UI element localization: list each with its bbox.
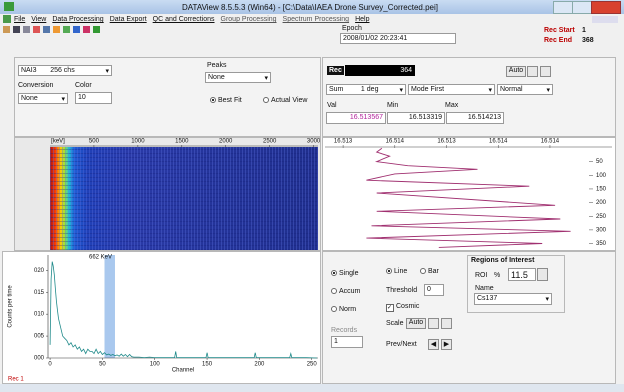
x-tick-label: 50 xyxy=(99,362,106,368)
waterfall-tick-label: 1500 xyxy=(175,139,189,145)
app-window: DATAView 8.5.5.3 (Win64) - [C:\Data\IAEA… xyxy=(0,0,624,392)
waterfall-tick-label: 1000 xyxy=(131,139,145,145)
waterfall-tick-label: 2000 xyxy=(219,139,233,145)
y-tick-label: 100 xyxy=(596,173,607,179)
x-tick-label: 200 xyxy=(254,362,265,368)
y-tick-label: 015 xyxy=(34,290,45,296)
x-tick-label: 16.514 xyxy=(489,139,508,145)
y-tick-label: 200 xyxy=(596,200,607,206)
y-tick-label: 005 xyxy=(34,334,45,340)
x-tick-label: 0 xyxy=(48,362,52,368)
y-tick-label: 150 xyxy=(596,187,607,193)
y-tick-label: 020 xyxy=(34,268,45,274)
y-tick-label: 50 xyxy=(596,159,603,165)
y-tick-label: 000 xyxy=(34,356,45,362)
legend-entry: Rec 1 xyxy=(8,377,24,383)
y-tick-label: 250 xyxy=(596,214,607,220)
roi-band xyxy=(105,255,115,358)
x-tick-label: 16.514 xyxy=(386,139,405,145)
waterfall-tick-label: 2500 xyxy=(263,139,277,145)
roi-label: 662 KeV xyxy=(89,255,112,261)
y-axis-label: Counts per time xyxy=(8,285,14,328)
drift-line xyxy=(366,148,570,247)
waterfall-axis-label: [keV] xyxy=(51,139,65,145)
x-axis-label: Channel xyxy=(172,368,194,374)
x-tick-label: 100 xyxy=(150,362,161,368)
x-tick-label: 16.513 xyxy=(334,139,353,145)
waterfall-tick-label: 3000 xyxy=(307,139,321,145)
x-tick-label: 150 xyxy=(202,362,213,368)
waterfall-tick-label: 500 xyxy=(89,139,100,145)
y-tick-label: 010 xyxy=(34,312,45,318)
plot-layer: [keV]5001000150020002500300016.51316.514… xyxy=(0,0,624,392)
y-tick-label: 300 xyxy=(596,227,607,233)
y-tick-label: 350 xyxy=(596,241,607,247)
x-tick-label: 250 xyxy=(307,362,318,368)
x-tick-label: 16.513 xyxy=(437,139,456,145)
x-tick-label: 16.514 xyxy=(541,139,560,145)
spectrum-line xyxy=(50,262,317,358)
